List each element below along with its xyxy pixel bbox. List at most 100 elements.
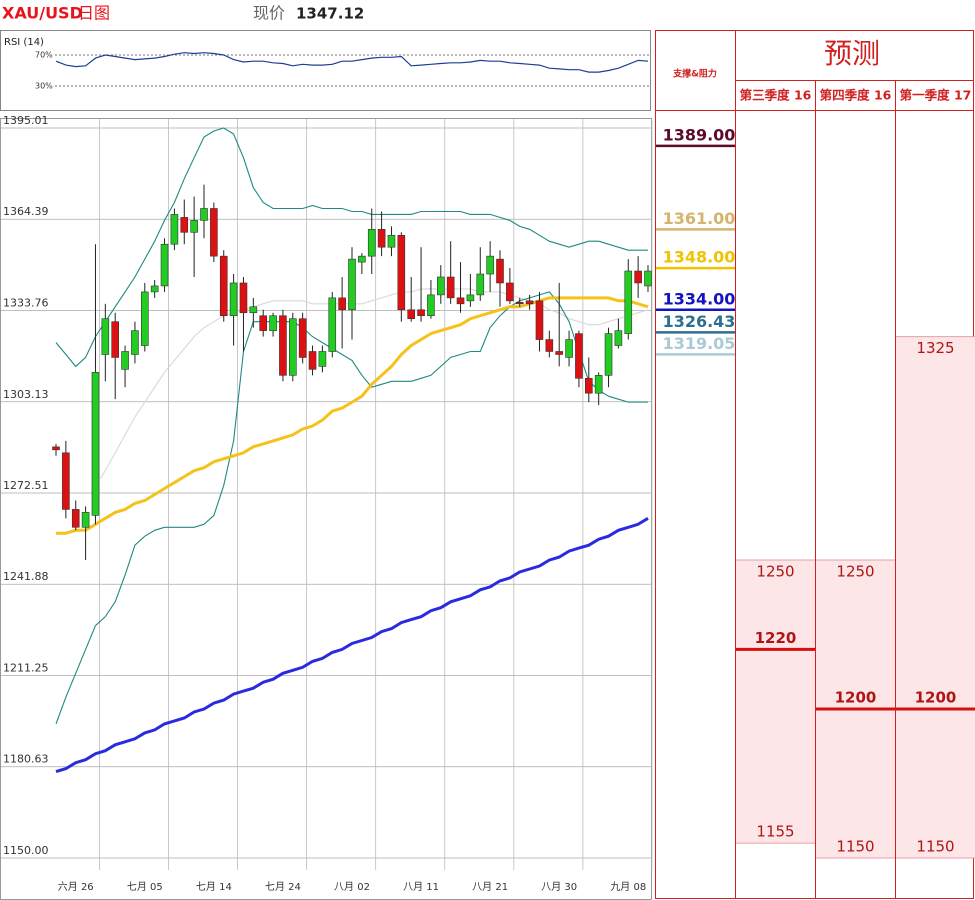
forecast-range xyxy=(736,560,815,844)
level-label: 1326.43 xyxy=(663,312,736,331)
forecast-low: 1150 xyxy=(916,838,954,856)
forecast-period: 第四季度 16 xyxy=(820,88,892,103)
level-label: 1319.05 xyxy=(663,334,736,353)
rsi-frame xyxy=(0,30,651,111)
candle-body xyxy=(575,333,583,379)
candle-body xyxy=(190,220,198,233)
candle-body xyxy=(338,297,346,311)
symbol: XAU/USD xyxy=(2,4,83,23)
rsi-tick-label: 30% xyxy=(35,82,53,91)
overlay-line xyxy=(56,296,649,535)
candle-body xyxy=(614,330,623,346)
candle-body xyxy=(170,214,179,245)
x-tick-label: 六月 26 xyxy=(58,881,94,893)
rsi-title: RSI (14) xyxy=(4,37,44,48)
x-tick-label: 七月 05 xyxy=(127,881,163,893)
candle-body xyxy=(565,339,573,358)
candle-body xyxy=(466,294,475,302)
candle-body xyxy=(249,306,258,314)
level-label: 1389.00 xyxy=(663,125,736,144)
candle-body xyxy=(476,273,485,296)
candle-body xyxy=(624,270,633,334)
rsi-tick-label: 70% xyxy=(35,51,53,60)
candle-body xyxy=(525,300,534,305)
candle-body xyxy=(358,255,366,263)
candle-body xyxy=(446,276,455,299)
forecast-mid: 1200 xyxy=(835,689,877,707)
candle-body xyxy=(52,446,60,451)
forecast-title: 预测 xyxy=(824,37,880,70)
x-tick-label: 七月 14 xyxy=(196,881,232,893)
level-label: 1334.00 xyxy=(663,289,736,308)
rsi-line xyxy=(55,52,649,73)
forecast-range xyxy=(896,336,975,858)
candle-body xyxy=(644,270,652,287)
x-tick-label: 八月 11 xyxy=(403,881,439,893)
candle-body xyxy=(604,333,613,376)
forecast-mid: 1220 xyxy=(755,629,797,647)
candle-body xyxy=(239,282,248,314)
candle-body xyxy=(288,318,297,376)
candle-body xyxy=(318,351,327,367)
candle-body xyxy=(417,309,425,317)
y-tick-label: 1241.88 xyxy=(3,570,49,583)
candle-body xyxy=(71,509,80,528)
candle-body xyxy=(62,452,70,510)
candle-body xyxy=(555,351,564,355)
candle-body xyxy=(121,351,129,370)
y-tick-label: 1272.51 xyxy=(3,479,49,492)
level-label: 1361.00 xyxy=(663,209,736,228)
candle-body xyxy=(131,330,139,355)
forecast-high: 1250 xyxy=(836,563,874,581)
overlay-line xyxy=(55,291,648,725)
forecast-period: 第一季度 17 xyxy=(900,88,972,103)
candle-body xyxy=(367,229,376,257)
candle-body xyxy=(584,378,593,394)
forecast-period: 第三季度 16 xyxy=(740,88,812,103)
x-tick-label: 八月 02 xyxy=(334,881,370,893)
x-tick-label: 七月 24 xyxy=(265,881,301,893)
candle-body xyxy=(397,234,406,311)
candle-body xyxy=(111,321,119,358)
candle-body xyxy=(91,372,100,516)
candle-body xyxy=(377,229,386,248)
price: 1347.12 xyxy=(296,5,364,23)
y-tick-label: 1180.63 xyxy=(3,753,49,766)
period: 日图 xyxy=(78,4,110,23)
candle-body xyxy=(387,234,396,248)
candle-body xyxy=(259,315,268,331)
x-tick-label: 八月 21 xyxy=(472,881,508,893)
y-tick-label: 1150.00 xyxy=(3,844,49,857)
candle-body xyxy=(180,217,189,233)
overlay-line xyxy=(55,517,649,774)
candle-body xyxy=(456,297,465,305)
candle-body xyxy=(160,243,169,287)
candle-body xyxy=(279,315,287,376)
overlay-line xyxy=(95,288,649,486)
candle-body xyxy=(506,282,514,302)
candle-body xyxy=(141,291,149,346)
candle-body xyxy=(545,339,554,352)
candle-body xyxy=(496,258,504,284)
candle-body xyxy=(200,208,208,221)
x-tick-label: 八月 30 xyxy=(541,881,577,893)
candle-body xyxy=(210,208,218,257)
candle-body xyxy=(101,318,110,355)
candle-body xyxy=(407,309,416,320)
y-tick-label: 1395.01 xyxy=(3,114,49,127)
candle-body xyxy=(436,276,445,296)
price-label: 现价 xyxy=(253,4,285,23)
forecast-high: 1250 xyxy=(756,563,794,581)
forecast-low: 1155 xyxy=(756,823,794,841)
candle-body xyxy=(150,285,159,293)
candle-body xyxy=(269,315,277,331)
candle-body xyxy=(308,351,317,370)
forecast-mid: 1200 xyxy=(915,689,957,707)
candle-body xyxy=(634,270,642,284)
candle-body xyxy=(298,318,307,358)
candle-body xyxy=(427,294,435,317)
candle-body xyxy=(81,512,90,528)
forecast-high: 1325 xyxy=(916,339,954,357)
candle-body xyxy=(486,255,494,275)
